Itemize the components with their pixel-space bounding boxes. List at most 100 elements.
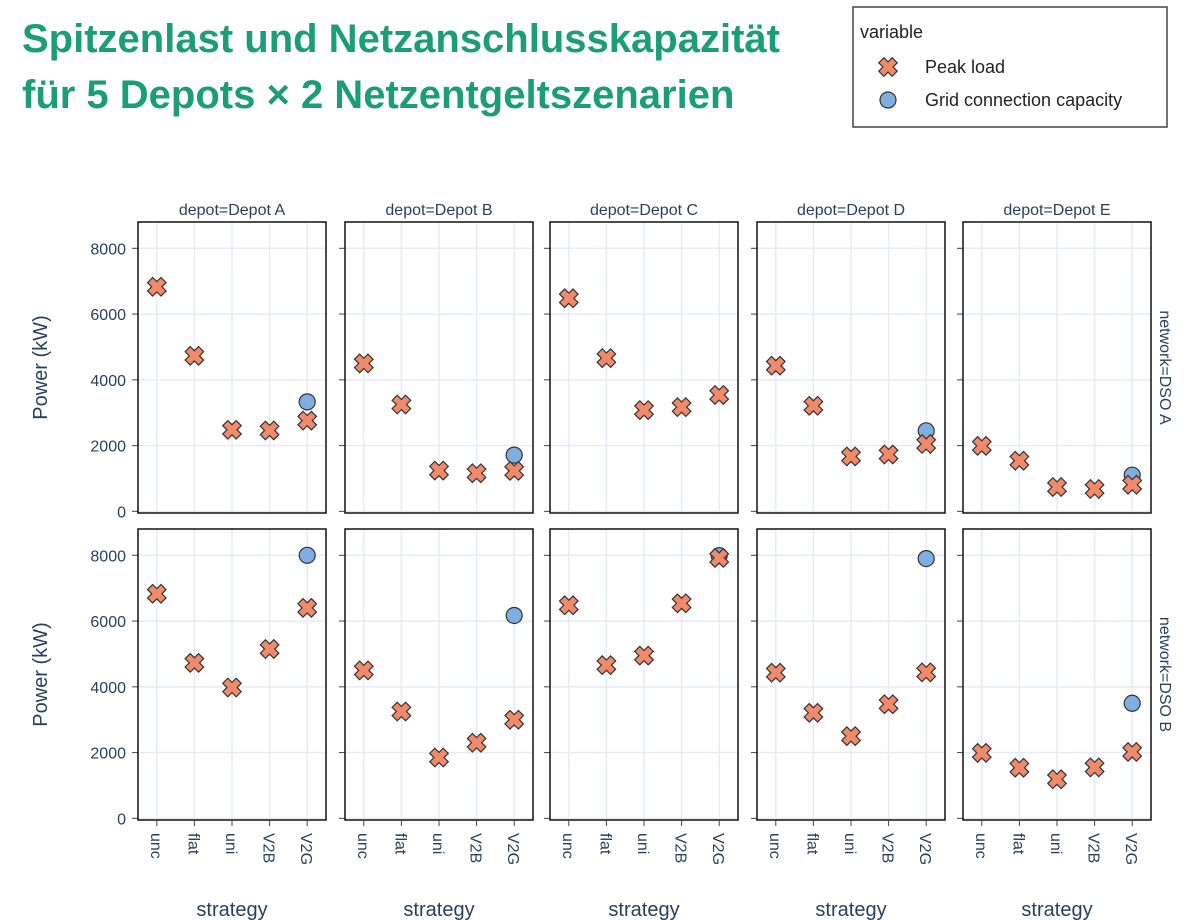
peak-marker	[1009, 757, 1030, 778]
x-axis-title: strategy	[608, 899, 679, 920]
x-tick-label: uni	[222, 833, 239, 854]
panel-frame	[344, 221, 534, 514]
y-tick-label: 4000	[90, 373, 126, 390]
x-tick-label: unc	[766, 833, 783, 859]
capacity-marker	[879, 91, 897, 109]
x-axis-title: strategy	[196, 899, 267, 920]
peak-marker	[259, 420, 280, 441]
peak-marker	[633, 399, 655, 421]
facet-column-label: depot=Depot D	[797, 202, 905, 219]
peak-marker	[221, 419, 243, 440]
facet-column-label: depot=Depot C	[590, 202, 698, 219]
y-tick-label: 2000	[90, 746, 126, 763]
x-tick-label: V2G	[504, 833, 521, 865]
x-tick-label: uni	[429, 833, 446, 854]
peak-marker	[765, 662, 786, 683]
peak-marker	[1046, 769, 1068, 790]
x-tick-label: flat	[1009, 833, 1026, 855]
capacity-marker	[917, 549, 935, 568]
capacity-marker	[1123, 694, 1141, 712]
y-axis-title: Power (kW)	[30, 315, 52, 419]
peak-marker	[297, 410, 318, 431]
panel-frame	[549, 221, 739, 514]
peak-marker	[353, 353, 374, 374]
x-tick-label: V2G	[297, 833, 314, 865]
peak-marker	[391, 701, 412, 722]
x-tick-label: unc	[559, 833, 576, 859]
peak-marker	[146, 583, 167, 604]
capacity-marker	[298, 393, 316, 411]
capacity-marker	[505, 446, 523, 464]
peak-marker	[558, 288, 579, 309]
peak-marker	[391, 394, 412, 415]
peak-marker	[221, 677, 243, 698]
peak-marker	[596, 348, 617, 369]
peak-marker	[971, 435, 992, 457]
x-tick-label: flat	[391, 833, 408, 855]
x-tick-label: V2B	[260, 833, 277, 863]
peak-marker	[803, 395, 824, 416]
x-tick-label: V2B	[879, 833, 896, 863]
x-tick-label: flat	[596, 833, 613, 855]
peak-marker	[1009, 450, 1030, 471]
x-tick-label: uni	[841, 833, 858, 854]
y-tick-label: 8000	[90, 241, 126, 258]
x-axis-title: strategy	[1021, 899, 1092, 920]
y-tick-label: 8000	[90, 548, 126, 565]
facet-column-label: depot=Depot E	[1003, 202, 1110, 219]
y-axis-title: Power (kW)	[30, 622, 52, 726]
y-tick-label: 4000	[90, 680, 126, 697]
chart-title: für 5 Depots × 2 Netzentgeltszenarien	[22, 73, 734, 117]
peak-marker	[466, 463, 487, 484]
y-tick-label: 6000	[90, 307, 126, 324]
legend-title: variable	[860, 22, 923, 42]
peak-marker	[428, 747, 450, 768]
peak-marker	[709, 547, 730, 569]
x-axis-title: strategy	[403, 899, 474, 920]
legend-box	[852, 6, 1168, 128]
x-tick-label: V2B	[672, 833, 689, 863]
peak-marker	[971, 742, 992, 764]
legend-label: Grid connection capacity	[925, 90, 1122, 110]
peak-marker	[504, 460, 525, 482]
peak-marker	[877, 56, 899, 78]
peak-marker	[353, 660, 374, 681]
y-tick-label: 0	[117, 811, 126, 828]
peak-marker	[297, 597, 318, 619]
peak-marker	[878, 694, 899, 715]
x-tick-label: flat	[803, 833, 820, 855]
capacity-marker	[505, 606, 523, 625]
capacity-marker	[298, 546, 316, 564]
x-tick-label: V2G	[709, 833, 726, 865]
peak-marker	[765, 355, 786, 376]
x-tick-label: unc	[354, 833, 371, 859]
x-tick-label: V2B	[467, 833, 484, 863]
x-tick-label: V2G	[916, 833, 933, 865]
facet-row-label: network=DSO A	[1156, 310, 1173, 425]
y-tick-label: 0	[117, 504, 126, 521]
peak-marker	[1122, 474, 1143, 495]
y-tick-label: 2000	[90, 439, 126, 456]
peak-marker	[840, 726, 862, 747]
x-axis-title: strategy	[815, 899, 886, 920]
panel-frame	[962, 221, 1152, 514]
peak-marker	[1084, 478, 1105, 500]
peak-marker	[466, 732, 487, 753]
peak-marker	[878, 444, 899, 465]
peak-marker	[184, 345, 205, 366]
peak-marker	[803, 702, 824, 723]
panel-frame	[137, 221, 327, 514]
peak-marker	[558, 595, 579, 616]
x-tick-label: unc	[972, 833, 989, 859]
peak-marker	[633, 645, 655, 666]
peak-marker	[428, 460, 450, 481]
facet-column-label: depot=Depot B	[385, 202, 492, 219]
peak-marker	[916, 662, 937, 683]
peak-marker	[146, 276, 167, 297]
peak-marker	[596, 655, 617, 676]
x-tick-label: unc	[147, 833, 164, 859]
x-tick-label: V2B	[1085, 833, 1102, 863]
x-tick-label: flat	[184, 833, 201, 855]
peak-marker	[259, 638, 280, 660]
peak-marker	[504, 709, 525, 730]
